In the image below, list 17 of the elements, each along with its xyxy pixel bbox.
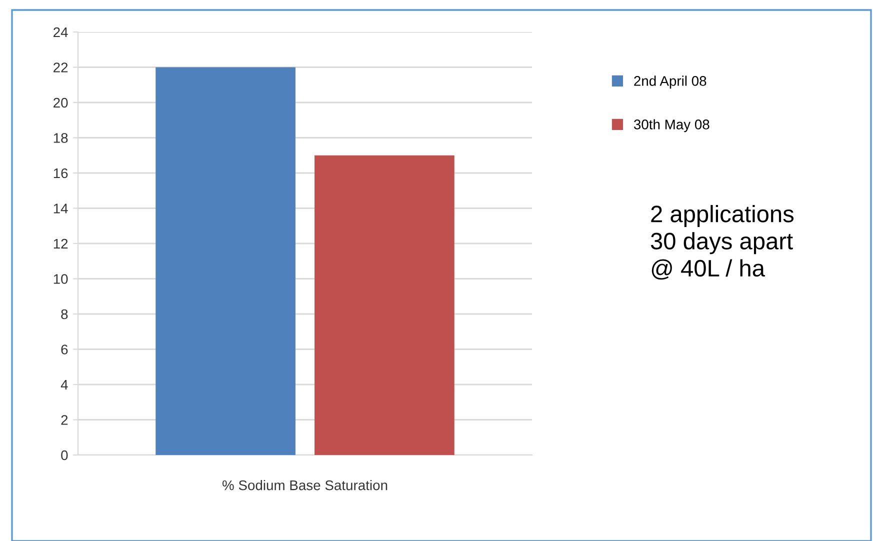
y-tick-label: 0 [61, 450, 68, 460]
x-tick-label: % Sodium Base Saturation [222, 480, 388, 490]
legend-label: 2nd April 08 [634, 76, 706, 89]
y-tick-label: 8 [61, 309, 68, 320]
y-tick-label: 18 [54, 133, 68, 143]
y-tick-label: 20 [54, 98, 68, 108]
y-tick-label: 24 [54, 27, 68, 38]
y-tick-label: 2 [61, 415, 68, 425]
y-tick-label: 12 [54, 238, 68, 249]
legend-label: 30th May 08 [634, 119, 710, 132]
y-tick-label: 10 [54, 274, 68, 284]
y-tick-label: 4 [60, 380, 68, 390]
y-tick-label: 6 [61, 344, 68, 354]
y-tick-label: 16 [54, 168, 68, 178]
text: 2 applications 30 days apart @ 40L / ha [650, 205, 794, 280]
y-tick-label: 22 [54, 62, 68, 72]
y-tick-label: 14 [54, 204, 68, 214]
